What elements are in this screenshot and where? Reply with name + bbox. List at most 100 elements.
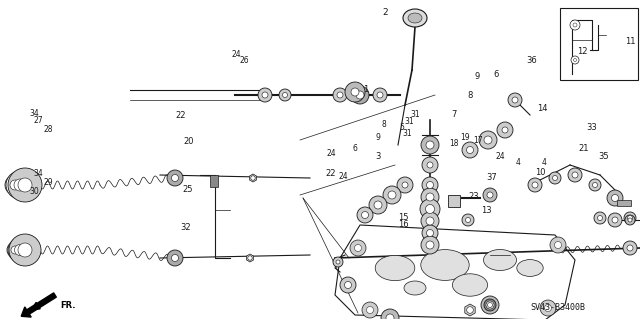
Text: 3: 3 xyxy=(375,152,380,161)
Circle shape xyxy=(532,182,538,188)
Ellipse shape xyxy=(517,260,543,276)
Circle shape xyxy=(420,199,440,219)
Circle shape xyxy=(381,309,399,319)
Text: 15: 15 xyxy=(398,213,408,222)
Polygon shape xyxy=(465,304,475,316)
Circle shape xyxy=(422,225,438,241)
Text: 1: 1 xyxy=(364,85,369,94)
Circle shape xyxy=(467,146,474,153)
Text: 11: 11 xyxy=(625,37,636,46)
Circle shape xyxy=(608,213,622,227)
Text: 8: 8 xyxy=(468,91,473,100)
Text: 34: 34 xyxy=(29,109,40,118)
Circle shape xyxy=(612,217,618,223)
Circle shape xyxy=(367,307,374,314)
Circle shape xyxy=(554,241,561,249)
Circle shape xyxy=(333,88,347,102)
Circle shape xyxy=(568,168,582,182)
Circle shape xyxy=(589,179,601,191)
Circle shape xyxy=(337,92,343,98)
Circle shape xyxy=(484,136,492,144)
Circle shape xyxy=(628,218,632,222)
Ellipse shape xyxy=(375,256,415,281)
Text: 7: 7 xyxy=(452,110,457,119)
Circle shape xyxy=(571,56,579,64)
Circle shape xyxy=(350,240,366,256)
Text: 16: 16 xyxy=(398,220,408,229)
Circle shape xyxy=(540,300,556,316)
Circle shape xyxy=(10,180,20,190)
Circle shape xyxy=(573,58,577,62)
Circle shape xyxy=(351,88,359,96)
Circle shape xyxy=(627,216,632,220)
Text: 10: 10 xyxy=(536,168,546,177)
Circle shape xyxy=(383,186,401,204)
Circle shape xyxy=(497,122,513,138)
Text: 4: 4 xyxy=(516,158,521,167)
Circle shape xyxy=(426,204,435,213)
Circle shape xyxy=(624,212,636,224)
Circle shape xyxy=(481,296,499,314)
Circle shape xyxy=(362,302,378,318)
Circle shape xyxy=(488,302,493,308)
Circle shape xyxy=(487,192,493,198)
Circle shape xyxy=(355,244,362,251)
Circle shape xyxy=(421,236,439,254)
Bar xyxy=(448,195,460,207)
Circle shape xyxy=(593,182,598,188)
Circle shape xyxy=(421,188,439,206)
Circle shape xyxy=(344,281,351,288)
Circle shape xyxy=(426,217,434,225)
Circle shape xyxy=(388,191,396,199)
Text: 30: 30 xyxy=(29,187,40,196)
Ellipse shape xyxy=(408,13,422,23)
Circle shape xyxy=(172,174,179,182)
Circle shape xyxy=(483,188,497,202)
Circle shape xyxy=(8,238,32,262)
Text: 20: 20 xyxy=(184,137,194,146)
Circle shape xyxy=(362,211,369,219)
Circle shape xyxy=(422,177,438,193)
Circle shape xyxy=(462,142,478,158)
Circle shape xyxy=(426,229,433,236)
Circle shape xyxy=(386,314,394,319)
Circle shape xyxy=(374,201,382,209)
Circle shape xyxy=(351,86,369,104)
Circle shape xyxy=(512,97,518,103)
Text: 37: 37 xyxy=(486,173,497,182)
Circle shape xyxy=(465,218,470,222)
Text: 27: 27 xyxy=(33,116,44,125)
Text: 32: 32 xyxy=(180,223,191,232)
Circle shape xyxy=(279,89,291,101)
Polygon shape xyxy=(335,225,575,319)
Circle shape xyxy=(627,245,633,251)
Text: 6: 6 xyxy=(493,70,499,79)
Text: 9: 9 xyxy=(375,133,380,142)
Circle shape xyxy=(369,196,387,214)
Circle shape xyxy=(550,237,566,253)
Circle shape xyxy=(479,131,497,149)
Circle shape xyxy=(623,241,637,255)
Circle shape xyxy=(572,172,578,178)
Circle shape xyxy=(8,168,42,202)
Text: 18: 18 xyxy=(450,139,459,148)
Text: 25: 25 xyxy=(182,185,193,194)
Circle shape xyxy=(377,92,383,98)
FancyArrow shape xyxy=(21,293,56,317)
Circle shape xyxy=(426,193,434,201)
Text: 22: 22 xyxy=(175,111,186,120)
Circle shape xyxy=(11,246,19,254)
Circle shape xyxy=(373,88,387,102)
Text: 24: 24 xyxy=(326,149,336,158)
Circle shape xyxy=(484,299,496,311)
Bar xyxy=(560,8,638,80)
Text: 12: 12 xyxy=(577,47,588,56)
Circle shape xyxy=(262,92,268,98)
Text: 33: 33 xyxy=(587,123,597,132)
Ellipse shape xyxy=(404,281,426,295)
Text: 8: 8 xyxy=(381,120,387,129)
Circle shape xyxy=(9,234,41,266)
Ellipse shape xyxy=(452,274,488,296)
Circle shape xyxy=(545,305,552,311)
Circle shape xyxy=(357,207,373,223)
